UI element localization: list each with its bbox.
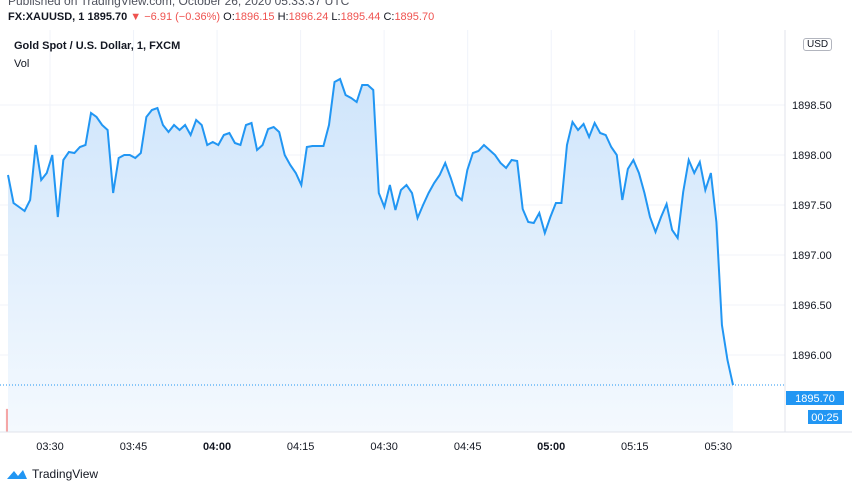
tradingview-logo-icon bbox=[7, 470, 27, 479]
last-price: 1895.70 bbox=[87, 11, 128, 23]
y-tick-label: 1898.50 bbox=[792, 100, 832, 112]
volume-legend: Vol bbox=[14, 58, 30, 70]
published-caption: Published on TradingView.com, October 26… bbox=[8, 0, 350, 8]
x-tick-label: 04:15 bbox=[287, 441, 315, 453]
y-tick-label: 1897.00 bbox=[792, 250, 832, 262]
x-tick-label: 03:45 bbox=[120, 441, 148, 453]
current-price-label: 1895.70 bbox=[786, 391, 844, 405]
price-chart[interactable]: 1898.50 1898.00 1897.50 1897.00 1896.50 1896.… bbox=[0, 30, 852, 460]
currency-badge[interactable]: USD bbox=[803, 38, 833, 51]
y-tick-label: 1898.00 bbox=[792, 150, 832, 162]
open-value: 1896.15 bbox=[234, 11, 275, 23]
x-tick-label: 05:30 bbox=[705, 441, 733, 453]
x-tick-label: 04:45 bbox=[454, 441, 482, 453]
x-tick-label: 04:30 bbox=[370, 441, 398, 453]
y-tick-label: 1897.50 bbox=[792, 200, 832, 212]
y-tick-label: 1896.00 bbox=[792, 350, 832, 362]
low-label: L: bbox=[331, 11, 341, 23]
x-tick-label: 05:15 bbox=[621, 441, 649, 453]
price-area bbox=[8, 79, 733, 432]
low-value: 1895.44 bbox=[340, 11, 381, 23]
symbol: FX:XAUUSD, 1 bbox=[8, 11, 85, 23]
footer-brand[interactable]: TradingView bbox=[6, 467, 98, 481]
x-tick-label: 03:30 bbox=[36, 441, 64, 453]
high-label: H: bbox=[277, 11, 289, 23]
countdown-text: 00:25 bbox=[811, 412, 839, 424]
price-change: ▼ −6.91 (−0.36%) bbox=[130, 11, 221, 23]
series-title: Gold Spot / U.S. Dollar, 1, FXCM bbox=[14, 40, 181, 52]
current-price-text: 1895.70 bbox=[795, 393, 835, 405]
y-tick-label: 1896.50 bbox=[792, 300, 832, 312]
x-tick-label: 04:00 bbox=[203, 441, 231, 453]
footer-brand-text: TradingView bbox=[32, 467, 99, 481]
close-value: 1895.70 bbox=[394, 11, 435, 23]
countdown-label: 00:25 bbox=[808, 410, 842, 424]
close-label: C: bbox=[383, 11, 395, 23]
x-tick-label: 05:00 bbox=[537, 441, 565, 453]
price-line bbox=[7, 77, 734, 386]
open-label: O: bbox=[223, 11, 235, 23]
high-value: 1896.24 bbox=[288, 11, 329, 23]
quote-header: FX:XAUUSD, 1 1895.70 ▼ −6.91 (−0.36%) O:… bbox=[8, 11, 434, 23]
